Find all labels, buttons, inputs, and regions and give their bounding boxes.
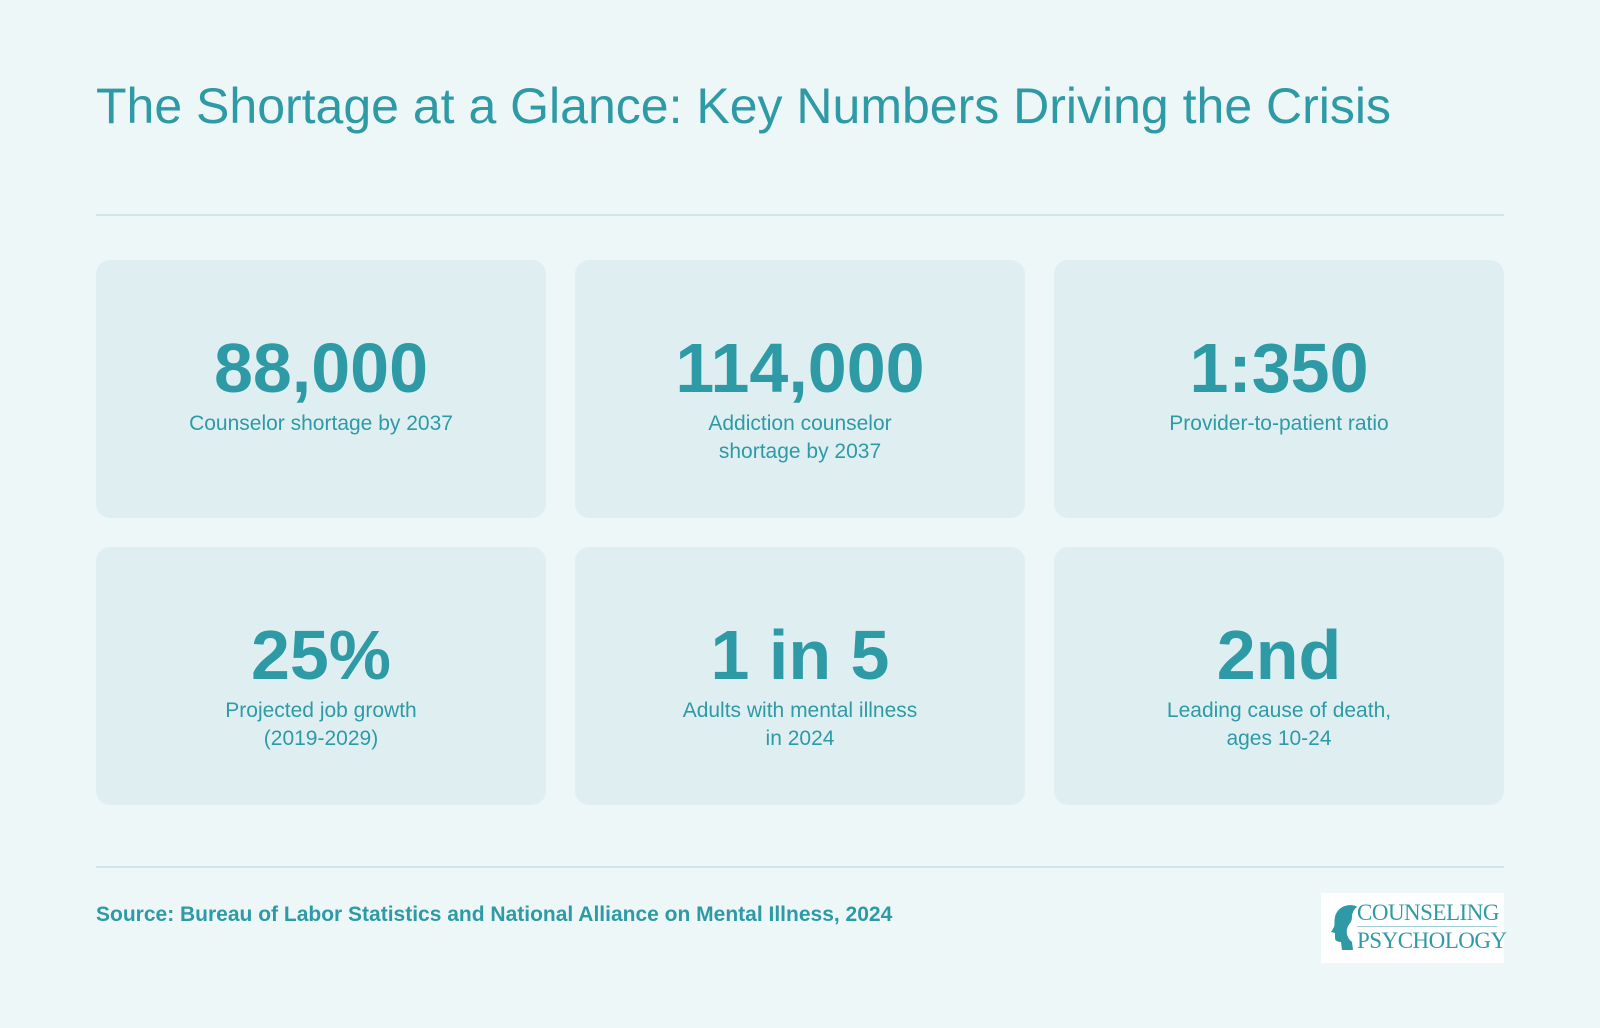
stat-value: 1:350 — [1189, 329, 1369, 407]
stat-value: 2nd — [1216, 616, 1342, 694]
stat-card-provider-ratio: 1:350 Provider-to-patient ratio — [1054, 260, 1504, 518]
logo-line-psychology: PSYCHOLOGY — [1357, 928, 1507, 953]
stat-card-counselor-shortage: 88,000 Counselor shortage by 2037 — [96, 260, 546, 518]
stat-card-mental-illness: 1 in 5 Adults with mental illness in 202… — [575, 547, 1025, 805]
stat-value: 114,000 — [675, 329, 925, 407]
stat-card-job-growth: 25% Projected job growth (2019-2029) — [96, 547, 546, 805]
stat-value: 1 in 5 — [710, 616, 890, 694]
stat-label: Projected job growth (2019-2029) — [225, 699, 417, 750]
stats-grid: 88,000 Counselor shortage by 2037 114,00… — [96, 260, 1504, 805]
stat-value: 88,000 — [213, 329, 429, 407]
stat-label: Provider-to-patient ratio — [1169, 412, 1389, 435]
stat-value: 25% — [250, 616, 392, 694]
bottom-divider — [96, 866, 1504, 868]
stat-card-cause-of-death: 2nd Leading cause of death, ages 10-24 — [1054, 547, 1504, 805]
stat-label: Leading cause of death, ages 10-24 — [1166, 699, 1392, 750]
logo-rule — [1357, 926, 1497, 927]
stat-label: Addiction counselor shortage by 2037 — [708, 412, 892, 463]
page-title: The Shortage at a Glance: Key Numbers Dr… — [96, 78, 1391, 134]
head-profile-icon — [1331, 905, 1357, 950]
logo-line-counseling: COUNSELING — [1357, 900, 1499, 925]
top-divider — [96, 214, 1504, 216]
brand-logo: COUNSELING PSYCHOLOGY — [1321, 893, 1507, 963]
stat-label: Adults with mental illness in 2024 — [682, 699, 918, 750]
stat-card-addiction-counselor-shortage: 114,000 Addiction counselor shortage by … — [575, 260, 1025, 518]
source-note: Source: Bureau of Labor Statistics and N… — [96, 903, 893, 926]
stat-label: Counselor shortage by 2037 — [189, 412, 453, 435]
